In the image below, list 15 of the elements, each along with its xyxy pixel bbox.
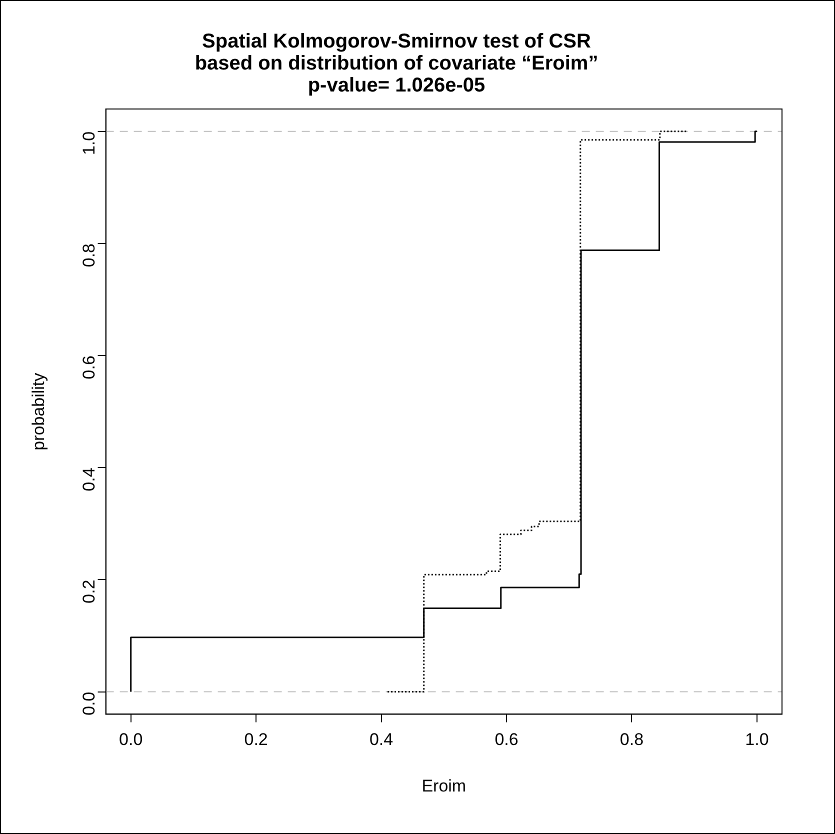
x-tick-label: 0.6 [494, 730, 518, 750]
y-tick-label: 0.2 [79, 580, 98, 604]
x-tick-label: 0.4 [369, 730, 394, 750]
x-tick-label: 0.0 [119, 730, 143, 750]
x-tick-label: 0.2 [244, 730, 268, 750]
chart-title: Spatial Kolmogorov-Smirnov test of CSR based on distribution of covariate “Eroim” p-value= 1.026e-05 [194, 30, 598, 97]
y-axis-title: probability [28, 372, 48, 450]
x-axis-title: Eroim [422, 776, 466, 796]
x-tick-label: 1.0 [745, 730, 769, 750]
y-tick-label: 0.4 [79, 468, 98, 492]
x-tick-label: 0.8 [620, 730, 644, 750]
y-tick-label: 0.0 [79, 692, 98, 716]
y-tick-label: 0.8 [79, 243, 98, 268]
y-tick-label: 1.0 [79, 131, 98, 156]
y-tick-label: 0.6 [79, 356, 98, 380]
